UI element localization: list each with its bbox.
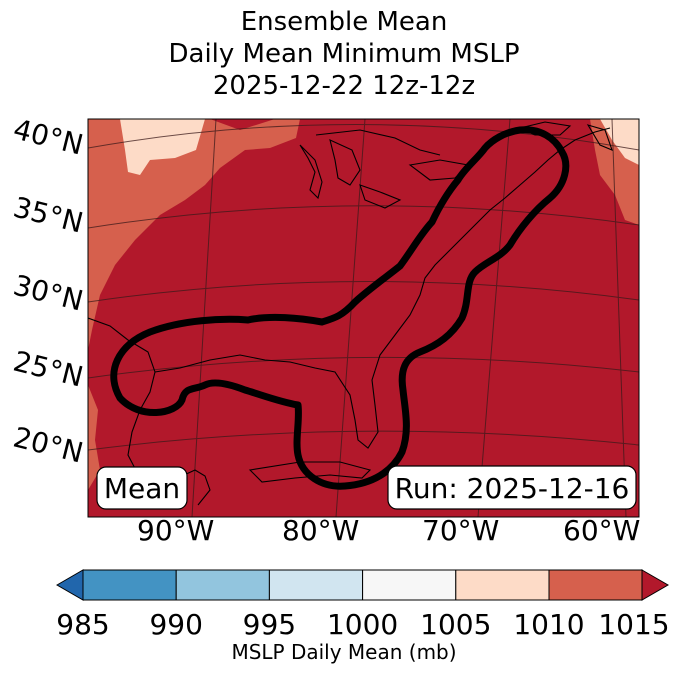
colorbar-tick-1010: 1010 xyxy=(513,608,585,641)
colorbar-high-extend xyxy=(641,569,670,601)
colorbar xyxy=(55,569,670,601)
map-frame xyxy=(87,118,640,518)
run-box xyxy=(387,465,637,510)
colorbar-segment-1 xyxy=(82,569,177,601)
lon-label-60w: 60°W xyxy=(563,514,641,547)
field-edge-northwest xyxy=(88,119,300,350)
mean-box xyxy=(96,466,188,510)
colorbar-segment-5 xyxy=(455,569,550,601)
mslp-field xyxy=(88,119,639,517)
field-light-northwest xyxy=(120,119,205,175)
colorbar-segment-4 xyxy=(362,569,457,601)
colorbar-tick-1015: 1015 xyxy=(598,608,670,641)
field-edge-southwest xyxy=(88,385,100,490)
colorbar-tick-995: 995 xyxy=(242,608,297,641)
colorbar-tick-990: 990 xyxy=(149,608,203,641)
mslp-contour xyxy=(110,126,570,490)
title-line-2: Daily Mean Minimum MSLP xyxy=(168,39,520,69)
colorbar-segment-3 xyxy=(268,569,364,601)
colorbar-tick-1000: 1000 xyxy=(326,608,399,641)
run-box-label: Run: 2025-12-16 xyxy=(395,472,630,505)
mean-box-label: Mean xyxy=(104,472,180,505)
colorbar-label: MSLP Daily Mean (mb) xyxy=(231,640,457,664)
colorbar-low-extend xyxy=(55,569,84,601)
title-line-3: 2025-12-22 12z-12z xyxy=(212,71,476,101)
colorbar-tick-985: 985 xyxy=(56,608,110,641)
lon-label-80w: 80°W xyxy=(282,514,360,547)
lon-label-70w: 70°W xyxy=(422,514,500,547)
graticule xyxy=(88,119,639,517)
colorbar-segment-6 xyxy=(548,569,643,601)
lon-label-90w: 90°W xyxy=(137,514,215,547)
title-line-1: Ensemble Mean xyxy=(240,7,448,37)
field-light-northeast xyxy=(600,119,639,165)
colorbar-tick-1005: 1005 xyxy=(420,608,492,641)
colorbar-segment-2 xyxy=(175,569,270,601)
